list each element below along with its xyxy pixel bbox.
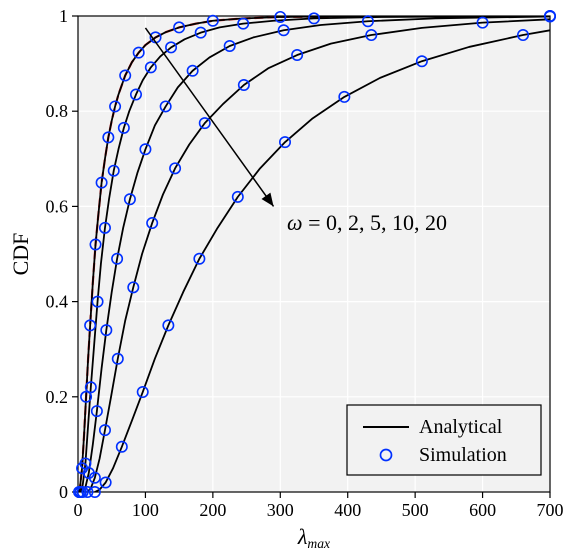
y-axis-label: CDF	[8, 233, 33, 276]
y-tick-label: 1	[59, 6, 68, 26]
x-tick-label: 700	[537, 500, 564, 520]
legend-label-analytical: Analytical	[419, 416, 503, 438]
annotation-text: ω = 0, 2, 5, 10, 20	[287, 210, 447, 235]
x-tick-label: 500	[402, 500, 429, 520]
chart-svg: 0 100 200 300 400 500 600 700 0 0.2 0.4 0.6 0.8 1 λmax…	[0, 0, 570, 558]
x-tick-label: 600	[469, 500, 496, 520]
y-tick-label: 0.6	[46, 196, 69, 216]
y-tick-label: 0.4	[46, 292, 69, 312]
y-tick-label: 0.2	[46, 387, 69, 407]
x-tick-label: 200	[199, 500, 226, 520]
x-tick-label: 400	[334, 500, 361, 520]
y-tick-label: 0.8	[46, 101, 69, 121]
legend-label-simulation: Simulation	[419, 444, 507, 466]
x-axis-label: λmax	[297, 524, 330, 551]
y-tick-label: 0	[59, 482, 68, 502]
x-tick-label: 300	[267, 500, 294, 520]
cdf-chart: 0 100 200 300 400 500 600 700 0 0.2 0.4 0.6 0.8 1 λmax…	[0, 0, 570, 558]
x-tick-label: 100	[132, 500, 159, 520]
x-tick-label: 0	[74, 500, 83, 520]
